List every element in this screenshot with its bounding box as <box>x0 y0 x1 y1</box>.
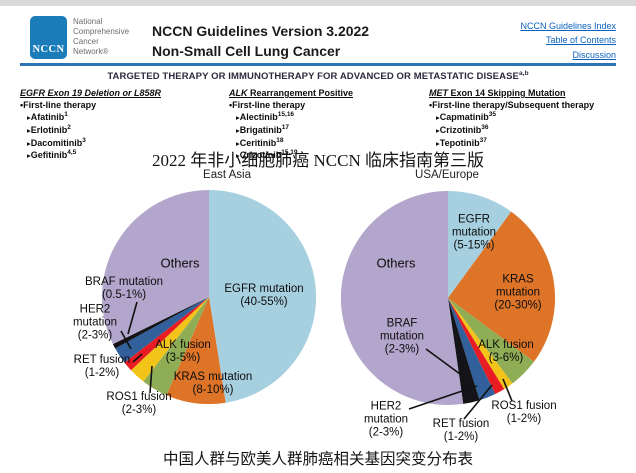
drug-item: Crizotinib36 <box>429 124 629 137</box>
pie-label-alk-usa: ALK fusion (3-6%) <box>478 339 534 364</box>
pie-chart-east-asia <box>102 190 316 404</box>
pie-slice-egfr <box>209 190 316 403</box>
drug-item: Tepotinib37 <box>429 137 629 150</box>
guidelines-version-title: NCCN Guidelines Version 3.2022 <box>152 23 370 39</box>
drug-item: Erlotinib2 <box>20 124 225 137</box>
pie-slice-braf <box>112 297 209 349</box>
pie-slice-kras <box>166 297 226 404</box>
pie-label-braf-usa: BRAF mutation (2-3%) <box>379 317 425 356</box>
pie-slice-her2 <box>448 298 496 401</box>
therapy-column-alk: ALK Rearrangement Positive First-line th… <box>229 88 424 162</box>
chart-title-east-asia: East Asia <box>203 169 251 181</box>
pie-label-egfr-usa: EGFR mutation (5-15%) <box>451 213 497 252</box>
pie-slice-kras <box>448 211 555 362</box>
nccn-logo-icon: NCCN <box>30 16 67 59</box>
drug-item: Capmatinib35 <box>429 111 629 124</box>
chart-title-usa-europe: USA/Europe <box>415 169 479 181</box>
drug-item: Gefitinib4,5 <box>20 149 225 162</box>
pie-label-ret-usa: RET fusion (1-2%) <box>432 418 490 443</box>
column-heading: ALK Rearrangement Positive <box>229 88 354 98</box>
pie-slice-ros1 <box>448 298 513 390</box>
pie-label-others-east: Others <box>160 255 200 271</box>
section-banner: TARGETED THERAPY OR IMMUNOTHERAPY FOR AD… <box>107 70 529 83</box>
therapy-column-egfr: EGFR Exon 19 Deletion or L858R First-lin… <box>20 88 225 162</box>
link-guidelines-index[interactable]: NCCN Guidelines Index <box>520 21 616 31</box>
chinese-title: 2022 年非小细胞肺癌 NCCN 临床指南第三版 <box>152 151 484 170</box>
column-heading: MET Exon 14 Skipping Mutation <box>429 88 566 98</box>
pie-slice-alk <box>448 298 534 384</box>
pie-label-kras-usa: KRAS mutation (20-30%) <box>494 273 542 312</box>
link-table-of-contents[interactable]: Table of Contents <box>545 35 616 46</box>
drug-item: Afatinib1 <box>20 111 225 124</box>
pie-slice-braf <box>448 298 480 404</box>
pie-slice-ret <box>124 297 209 371</box>
pie-label-ros1-usa: ROS1 fusion (1-2%) <box>491 400 557 425</box>
cancer-type-title: Non-Small Cell Lung Cancer <box>152 43 341 60</box>
top-border-strip <box>0 0 636 6</box>
pie-label-others-usa: Others <box>376 255 416 271</box>
pie-label-kras-east: KRAS mutation (8-10%) <box>173 371 253 396</box>
page-title: NCCN Guidelines Version 3.2022 Non-Small… <box>152 21 369 62</box>
pie-label-alk-east: ALK fusion (3-5%) <box>155 339 211 364</box>
pie-slice-ret <box>448 298 505 394</box>
drug-item: Crizotinib15,19 <box>229 149 424 162</box>
drug-item: Ceritinib18 <box>229 137 424 150</box>
header-links: NCCN Guidelines Index Table of Contents … <box>520 19 616 62</box>
org-name: National Comprehensive Cancer Network® <box>73 17 130 56</box>
pie-slice-ros1 <box>131 297 209 382</box>
nccn-logo-text: NCCN <box>32 44 65 55</box>
column-subheading: First-line therapy <box>20 100 225 112</box>
pie-label-braf-east: BRAF mutation (0.5-1%) <box>85 276 163 301</box>
column-subheading: First-line therapy <box>229 100 424 112</box>
pie-slice-her2 <box>115 297 209 363</box>
pie-slice-egfr <box>448 191 512 298</box>
pie-label-ros1-east: ROS1 fusion (2-3%) <box>106 391 172 416</box>
pie-label-ret-east: RET fusion (1-2%) <box>73 354 131 379</box>
pie-label-her2-east: HER2 mutation (2-3%) <box>72 303 118 342</box>
column-subheading: First-line therapy/Subsequent therapy <box>429 100 629 112</box>
pie-label-her2-usa: HER2 mutation (2-3%) <box>363 400 409 439</box>
drug-item: Dacomitinib3 <box>20 137 225 150</box>
header-divider <box>20 63 616 66</box>
column-heading: EGFR Exon 19 Deletion or L858R <box>20 88 162 98</box>
banner-footnote: a,b <box>518 70 529 77</box>
therapy-column-met: MET Exon 14 Skipping Mutation First-line… <box>429 88 629 149</box>
link-discussion[interactable]: Discussion <box>572 49 616 60</box>
pie-slice-alk <box>143 297 209 396</box>
pie-slices-east-asia <box>102 190 316 404</box>
drug-item: Brigatinib17 <box>229 124 424 137</box>
chinese-bottom-caption: 中国人群与欧美人群肺癌相关基因突变分布表 <box>162 451 473 468</box>
drug-item: Alectinib15,16 <box>229 111 424 124</box>
pie-label-egfr-east: EGFR mutation (40-55%) <box>224 283 304 308</box>
